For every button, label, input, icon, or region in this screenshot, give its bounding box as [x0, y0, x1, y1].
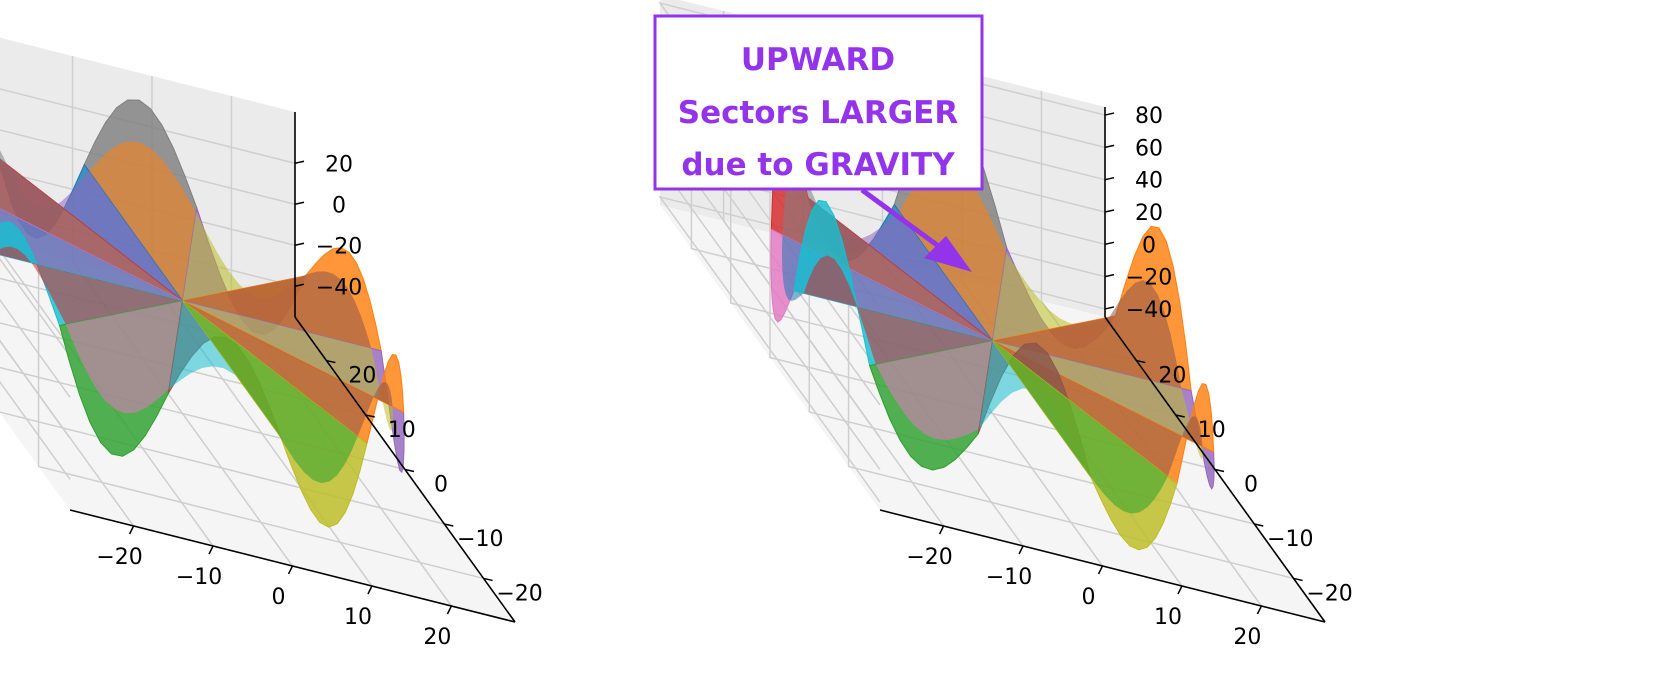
z-tick: [294, 242, 305, 246]
surface-sector-inner: [992, 340, 1168, 514]
y-tick-label: −10: [457, 527, 503, 552]
surface-sector-inner: [182, 271, 372, 349]
z-tick: [1104, 112, 1115, 116]
grid-line-x: [1040, 91, 1263, 607]
grid-line-y: [37, 261, 484, 580]
y-tick: [365, 414, 375, 418]
y-tick-label: 0: [434, 473, 448, 498]
y-tick: [1214, 468, 1225, 473]
x-tick: [1256, 605, 1263, 615]
z-tick-label: 80: [1135, 104, 1163, 129]
z-tick-label: −40: [316, 275, 362, 300]
y-tick-label: 20: [348, 364, 376, 389]
y-tick-label: −10: [1267, 527, 1313, 552]
z-tick: [1104, 209, 1115, 213]
surface-sector-inner: [168, 300, 276, 431]
x-tick-label: 10: [1154, 605, 1182, 630]
z-tick-label: 40: [1135, 169, 1163, 194]
annotation-box: [653, 14, 984, 191]
annotation: UPWARD Sectors LARGER due to GRAVITY: [653, 14, 984, 272]
surface-sector-inner: [803, 255, 993, 365]
x-tick: [1018, 545, 1024, 555]
z-tick-label: −20: [1126, 266, 1172, 291]
y-tick: [483, 577, 493, 582]
surface-sector-inner: [0, 150, 183, 301]
annotation-line-3: due to GRAVITY: [681, 147, 955, 183]
surface-sector-inner: [182, 300, 394, 431]
x-tick: [1177, 585, 1183, 595]
z-tick: [1104, 241, 1115, 246]
grid-line-y: [0, 366, 406, 471]
grid-line-y: [0, 322, 366, 416]
x-tick: [446, 605, 453, 615]
z-tick-label: 20: [1135, 201, 1163, 226]
surface-sector-inner: [182, 300, 393, 437]
surface-sector-inner: [875, 340, 993, 441]
y-tick: [326, 359, 336, 364]
y-tick: [1175, 414, 1185, 418]
annotation-line-1: UPWARD: [741, 42, 895, 78]
y-tick: [404, 468, 415, 473]
x-tick: [367, 585, 373, 595]
surface-sector-inner: [992, 340, 1204, 459]
annotation-line-2: Sectors LARGER: [678, 95, 959, 131]
surface-sector-inner: [89, 141, 197, 301]
surface-sector-inner: [182, 300, 358, 484]
y-tick: [1136, 359, 1146, 364]
y-tick-label: 20: [1158, 364, 1186, 389]
x-tick: [128, 525, 135, 535]
x-tick: [938, 525, 945, 535]
z-tick-label: 0: [1142, 233, 1156, 258]
x-tick-label: −20: [906, 545, 952, 570]
z-tick-label: 0: [332, 193, 346, 218]
z-tick-label: −20: [316, 234, 362, 259]
surface-sector-inner: [0, 246, 183, 325]
y-tick: [1293, 577, 1303, 582]
x-tick-label: 20: [1233, 625, 1261, 650]
surface-sector-inner: [65, 300, 183, 414]
z-tick: [1104, 176, 1115, 181]
x-tick-label: 10: [344, 605, 372, 630]
z-tick: [1104, 306, 1115, 310]
z-tick: [294, 201, 305, 205]
surface-sector-inner: [182, 212, 300, 301]
surface-sector-inner: [0, 208, 183, 301]
x-tick-label: 20: [423, 625, 451, 650]
y-tick-label: −20: [496, 581, 542, 606]
surface-sector-inner: [992, 252, 1110, 341]
grid-line-x: [0, 249, 214, 547]
y-tick-label: 0: [1244, 473, 1258, 498]
left-3d-plot: −20 −10 0 10 20 −20 −10 0 10 20 −40 −20 0 20: [0, 37, 543, 650]
grid-line-y: [0, 206, 445, 525]
surface-sector-inner: [992, 280, 1182, 389]
x-tick: [287, 565, 294, 575]
z-tick: [294, 283, 305, 287]
y-tick-label: 10: [1198, 418, 1226, 443]
y-tick: [444, 523, 454, 527]
z-tick: [1104, 144, 1115, 149]
z-tick: [1104, 273, 1115, 278]
x-tick-label: −10: [986, 565, 1032, 590]
z-tick-label: 60: [1135, 136, 1163, 161]
x-tick-label: 0: [272, 585, 286, 610]
x-tick: [1097, 565, 1104, 575]
z-tick: [294, 160, 305, 164]
y-tick: [1254, 523, 1264, 527]
x-tick-label: 0: [1082, 585, 1096, 610]
x-tick-label: −20: [96, 545, 142, 570]
z-tick-label: −40: [1126, 298, 1172, 323]
x-tick-label: −10: [176, 565, 222, 590]
z-tick-label: 20: [325, 152, 353, 177]
x-tick: [208, 545, 214, 555]
annotation-arrow-head: [924, 236, 972, 272]
y-tick-label: −20: [1306, 581, 1352, 606]
surface-sector-inner: [978, 340, 1086, 471]
y-tick-label: 10: [388, 418, 416, 443]
